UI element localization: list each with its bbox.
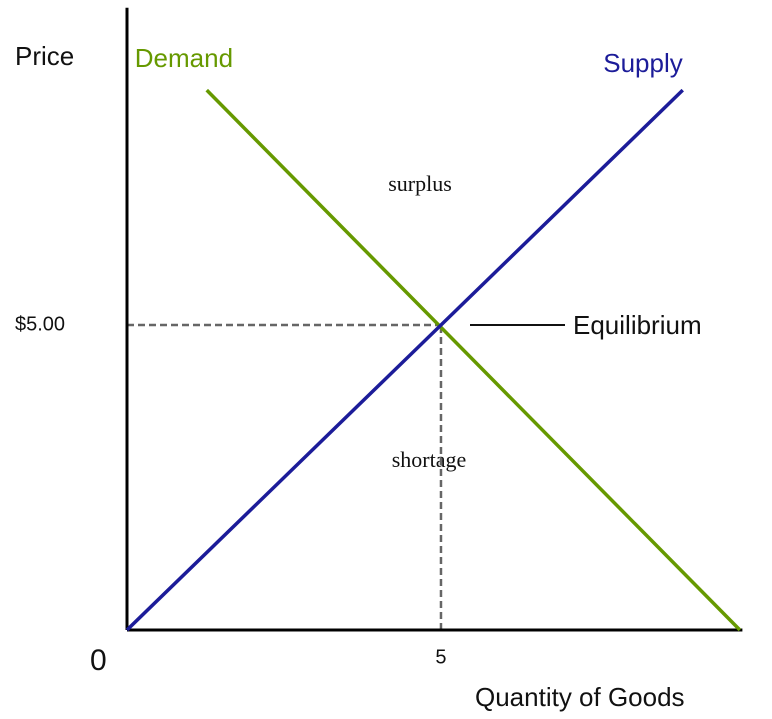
series-line xyxy=(205,88,742,632)
x-tick-label: 5 xyxy=(435,646,446,668)
x-axis-label: Quantity of Goods xyxy=(475,682,685,712)
y-axis-label: Price xyxy=(15,41,74,71)
series-line xyxy=(125,88,684,632)
series-label: Supply xyxy=(603,48,683,78)
annotation: Equilibrium xyxy=(573,310,702,340)
x-tick-label: 0 xyxy=(90,644,107,677)
annotation: shortage xyxy=(392,447,467,472)
y-tick-label: $5.00 xyxy=(15,313,65,335)
annotation: surplus xyxy=(388,171,452,196)
series-label: Demand xyxy=(135,43,233,73)
